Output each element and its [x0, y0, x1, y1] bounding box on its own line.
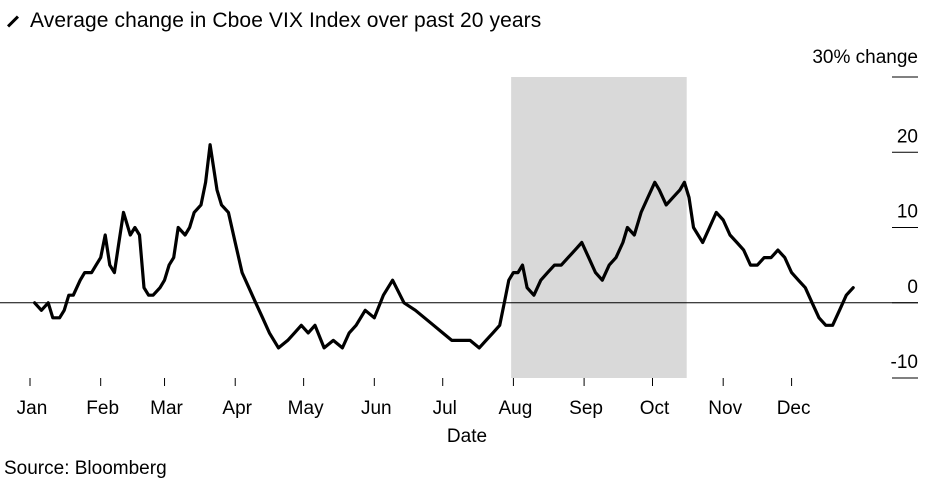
x-tick-label: Apr [222, 398, 252, 419]
y-unit-label: 30% change [812, 47, 918, 68]
shaded-region-layer [511, 77, 687, 378]
chart-title: Average change in Cboe VIX Index over pa… [30, 9, 542, 32]
chart-title-row: Average change in Cboe VIX Index over pa… [4, 6, 541, 36]
x-tick-label: Aug [499, 398, 533, 419]
series-line [32, 143, 855, 350]
source-note: Source: Bloomberg [4, 458, 167, 479]
x-tick-label: May [288, 398, 324, 419]
x-tick-label: Jun [361, 398, 392, 419]
y-tick-label: 20 [897, 126, 918, 147]
axis-layer: 20 10 0 -10 Jan Feb Mar Apr May Jun Jul Aug Sep Oct No… [0, 76, 918, 419]
label-layer: 30% change Date [447, 47, 918, 447]
x-tick-label: Mar [150, 398, 183, 419]
y-tick-label: 0 [907, 277, 918, 298]
x-tick-label: Jan [17, 398, 48, 419]
x-tick-label: Oct [640, 398, 670, 419]
x-tick-label: Feb [86, 398, 119, 419]
x-axis-title: Date [447, 426, 487, 447]
shaded-period [511, 77, 687, 378]
x-tick-label: Nov [708, 398, 742, 419]
x-tick-label: Dec [777, 398, 811, 419]
y-tick-label: 10 [897, 202, 918, 223]
y-tick-label: -10 [891, 352, 918, 373]
x-tick-label: Jul [433, 398, 457, 419]
series-layer [32, 143, 855, 350]
x-tick-label: Sep [569, 398, 603, 419]
